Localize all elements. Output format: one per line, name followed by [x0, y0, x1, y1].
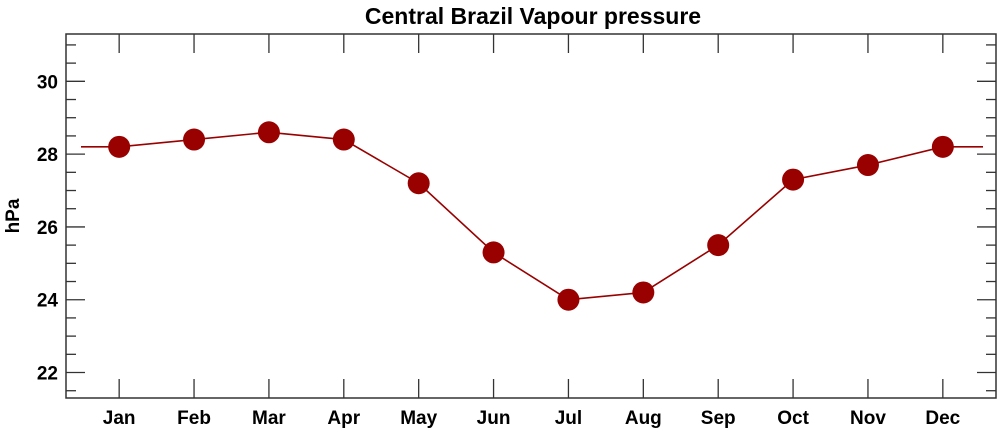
- x-tick-label: May: [400, 408, 437, 429]
- data-point-sep: [707, 234, 730, 257]
- x-tick-label: Sep: [701, 408, 736, 429]
- x-tick-label: Oct: [777, 408, 809, 429]
- x-tick-label: Feb: [177, 408, 211, 429]
- data-point-dec: [931, 135, 954, 158]
- x-tick-label: Dec: [925, 408, 960, 429]
- y-tick-label: 24: [37, 291, 59, 312]
- data-point-apr: [332, 128, 355, 151]
- y-tick-label: 22: [37, 364, 58, 385]
- x-tick-label: Apr: [327, 408, 360, 429]
- data-point-jul: [557, 288, 580, 311]
- chart-title: Central Brazil Vapour pressure: [365, 3, 701, 29]
- series-line: [81, 131, 983, 301]
- data-point-nov: [856, 154, 879, 177]
- data-point-mar: [257, 121, 280, 144]
- data-point-jun: [482, 241, 505, 264]
- data-point-aug: [632, 281, 655, 304]
- plot-frame: [65, 33, 997, 399]
- y-tick-label: 26: [37, 218, 58, 239]
- x-tick-label: Jun: [477, 408, 511, 429]
- data-point-feb: [183, 128, 206, 151]
- x-tick-label: Jan: [103, 408, 136, 429]
- y-tick-label: 28: [37, 145, 58, 166]
- data-point-oct: [782, 168, 805, 191]
- x-tick-label: Aug: [625, 408, 662, 429]
- x-tick-label: Nov: [850, 408, 886, 429]
- x-tick-label: Jul: [555, 408, 582, 429]
- data-point-may: [407, 172, 430, 195]
- data-point-jan: [108, 135, 131, 158]
- y-axis-label: hPa: [3, 198, 24, 233]
- y-tick-label: 30: [37, 72, 58, 93]
- x-tick-label: Mar: [252, 408, 286, 429]
